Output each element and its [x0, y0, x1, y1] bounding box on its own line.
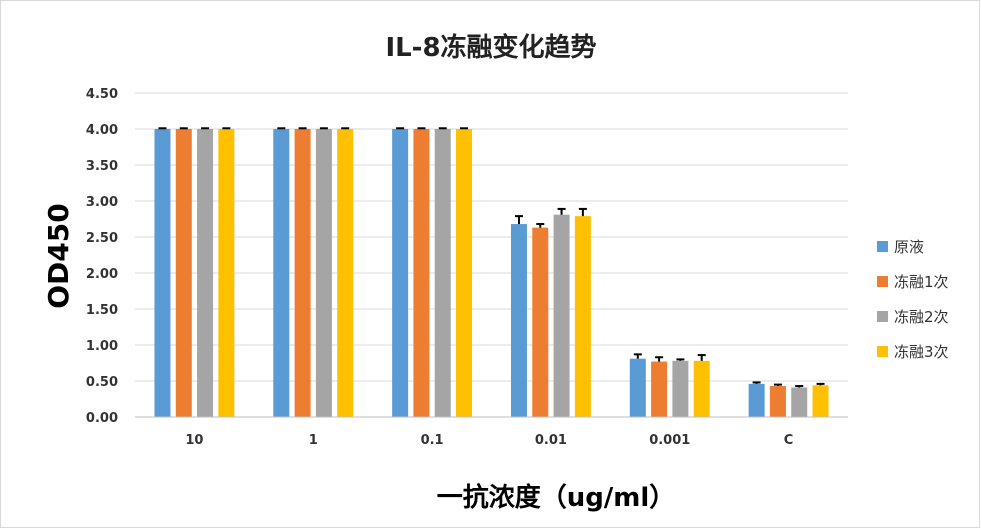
legend-item: 冻融3次: [877, 343, 949, 361]
y-tick-label: 1.00: [86, 339, 118, 354]
bar-group: [273, 127, 354, 417]
bar: [672, 360, 689, 417]
bar: [769, 386, 786, 417]
bar: [197, 129, 214, 417]
y-tick-label: 4.00: [86, 123, 118, 138]
y-axis-label: OD450: [42, 203, 75, 309]
chart-title: IL-8冻融变化趋势: [385, 32, 596, 63]
x-tick-label: 0.01: [535, 433, 567, 448]
bar: [812, 385, 829, 417]
x-axis-label: 一抗浓度（ug/ml）: [437, 482, 676, 513]
legend-swatch: [877, 311, 888, 322]
bar: [315, 129, 332, 417]
x-tick-label: 0.1: [421, 433, 444, 448]
bar: [273, 129, 290, 417]
legend-swatch: [877, 276, 888, 287]
y-tick-label: 4.50: [86, 87, 118, 102]
bar: [629, 358, 646, 417]
bar: [748, 383, 765, 417]
x-axis-ticks: 10 1 0.1 0.01 0.001 C: [185, 433, 793, 448]
bar: [791, 387, 808, 417]
legend-label: 原液: [894, 238, 924, 256]
legend-item: 冻融1次: [877, 273, 949, 291]
bar: [456, 129, 473, 417]
legend-item: 冻融2次: [877, 308, 949, 326]
y-tick-label: 3.50: [86, 159, 118, 174]
x-tick-label: 1: [309, 433, 318, 448]
bar: [553, 214, 570, 417]
legend-label: 冻融1次: [894, 273, 949, 291]
bar-group: [510, 207, 591, 417]
bar-group: [629, 353, 710, 417]
y-tick-label: 3.00: [86, 195, 118, 210]
bar: [693, 360, 710, 417]
bar: [218, 129, 235, 417]
bar: [175, 129, 192, 417]
legend-item: 原液: [877, 238, 924, 256]
bar: [413, 129, 430, 417]
bar: [510, 224, 527, 417]
gridlines: [135, 92, 848, 418]
bar-group: [748, 381, 829, 417]
legend-swatch: [877, 241, 888, 252]
bar: [532, 227, 549, 417]
bar: [574, 216, 591, 417]
x-tick-label: 10: [185, 433, 203, 448]
legend-label: 冻融3次: [894, 343, 949, 361]
bar: [434, 129, 451, 417]
bar-group: [392, 127, 473, 417]
bar: [392, 129, 409, 417]
y-axis-ticks: 0.00 0.50 1.00 1.50 2.00 2.50 3.00 3.50 4.00 4.50: [86, 87, 118, 426]
bar: [651, 361, 668, 417]
y-tick-label: 1.50: [86, 303, 118, 318]
legend-swatch: [877, 346, 888, 357]
y-tick-label: 2.00: [86, 267, 118, 282]
x-tick-label: 0.001: [649, 433, 690, 448]
y-tick-label: 2.50: [86, 231, 118, 246]
bar-group: [154, 127, 235, 417]
y-tick-label: 0.00: [86, 411, 118, 426]
y-tick-label: 0.50: [86, 375, 118, 390]
bar: [337, 129, 354, 417]
bar: [154, 129, 171, 417]
bar-groups: [135, 127, 848, 418]
x-tick-label: C: [784, 433, 794, 448]
bar: [294, 129, 311, 417]
legend-label: 冻融2次: [894, 308, 949, 326]
